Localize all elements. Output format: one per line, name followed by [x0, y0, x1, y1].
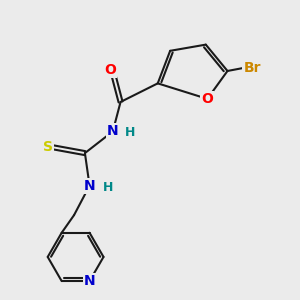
Text: H: H [125, 127, 135, 140]
Text: O: O [104, 63, 116, 77]
Text: O: O [201, 92, 213, 106]
Text: N: N [84, 178, 95, 193]
Text: N: N [107, 124, 118, 138]
Text: N: N [84, 274, 95, 288]
Text: S: S [43, 140, 53, 154]
Text: H: H [103, 181, 113, 194]
Text: Br: Br [244, 61, 261, 75]
